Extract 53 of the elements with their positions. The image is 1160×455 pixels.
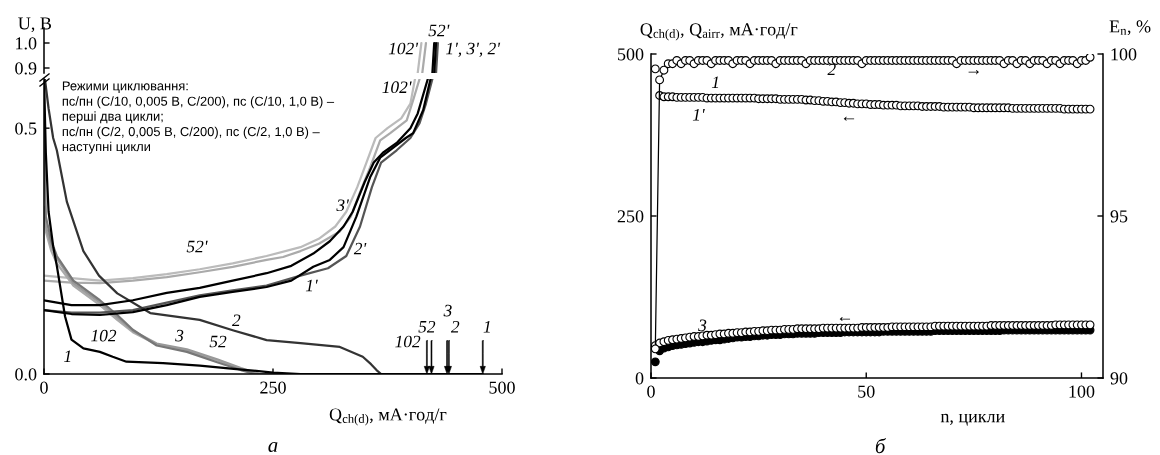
annotation: 1: [483, 320, 490, 333]
annotation: наступні цикли: [62, 141, 151, 154]
annotation: 1: [711, 76, 719, 88]
y-tick-label: 250: [617, 210, 644, 223]
annotation: 3: [698, 319, 707, 332]
annotation: ←: [843, 116, 855, 121]
x-tick-label: 0: [647, 385, 655, 398]
x-tick-label: 0: [40, 381, 48, 394]
y2-tick-label: 100: [1111, 48, 1137, 61]
annotation: 2: [827, 63, 836, 76]
annotation: 1': [692, 108, 705, 121]
x-tick-label: 100: [1069, 385, 1095, 398]
annotation: 3: [175, 329, 184, 342]
annotation: ←: [839, 316, 851, 322]
annotation: 3': [336, 199, 350, 212]
annotation: пс/пн (C/2, 0,005 В, C/200), пс (C/2, 1,0 В) –: [62, 126, 320, 139]
x-tick-label: 50: [858, 385, 875, 398]
annotation: пс/пн (C/10, 0,005 В, C/200), пс (C/10, 1,0 В) –: [62, 96, 335, 109]
annotation: 52: [209, 335, 227, 348]
annotation: Режими циклювання:: [62, 81, 188, 93]
y-tick-label: 0.5: [15, 122, 37, 135]
annotation: перші два цикли;: [62, 111, 163, 124]
annotation: 1: [64, 350, 71, 362]
y2-tick-label: 90: [1110, 372, 1128, 385]
x-axis-title: Q$_{ch(d)}$, мА·год/г: [329, 408, 447, 426]
y2-tick-label: 95: [1110, 210, 1128, 223]
y-tick-label: 0.9: [15, 62, 37, 75]
annotation: 3: [443, 304, 452, 317]
annotation: 2': [353, 242, 367, 255]
y-axis-title: Q$_{ch(d)}$, Q$_{airr}$, мА·год/г: [640, 23, 798, 41]
y-tick-label: 0: [635, 372, 644, 385]
annotation: 102': [388, 42, 419, 55]
annotation: 102': [382, 81, 412, 94]
text: а: [268, 442, 278, 453]
annotation: 1': [305, 279, 318, 292]
x-tick-label: 500: [489, 381, 515, 394]
annotation: 2: [450, 320, 460, 333]
y-tick-label: 500: [618, 48, 644, 61]
text: б: [875, 438, 886, 454]
x-tick-label: 250: [260, 381, 286, 394]
annotation: 1', 3', 2': [446, 42, 501, 57]
annotation: →: [968, 70, 979, 75]
annotation: 52': [186, 240, 208, 253]
annotation: 52: [418, 320, 436, 333]
annotation: 102: [91, 329, 117, 342]
y2-axis-title: E$_{n}$, %: [1109, 20, 1151, 36]
annotation: 52': [428, 24, 450, 37]
y-tick-label: 0.0: [15, 368, 37, 381]
annotation: 2: [232, 314, 241, 326]
y-axis-title: U, В: [18, 17, 52, 33]
annotation: 102: [395, 335, 421, 348]
y-tick-label: 1.0: [16, 37, 37, 50]
x-axis-title: n, цикли: [940, 413, 1005, 426]
